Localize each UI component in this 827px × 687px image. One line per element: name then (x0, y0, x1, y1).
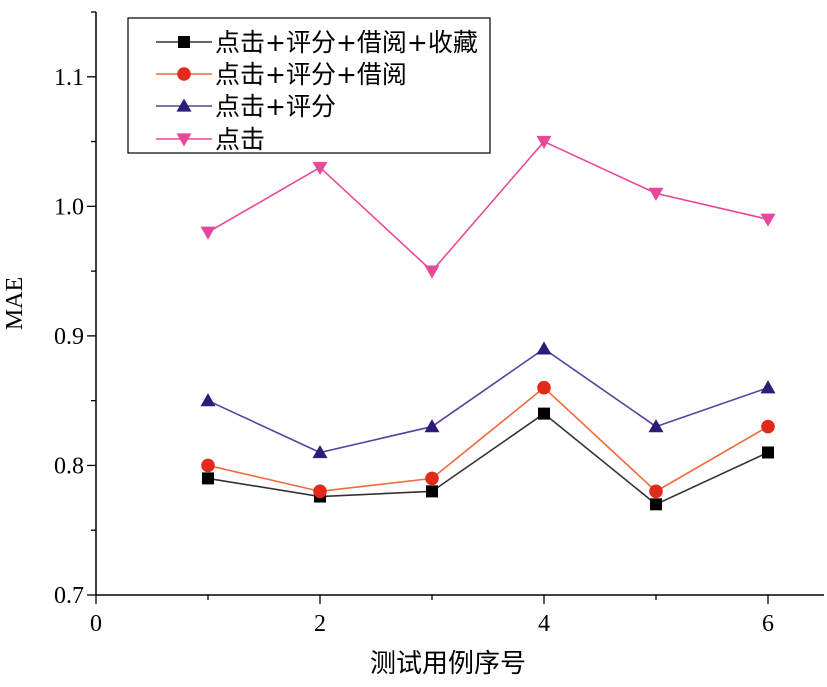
data-point (312, 161, 328, 175)
data-point (648, 419, 664, 433)
data-point (424, 419, 440, 433)
data-point (313, 484, 327, 499)
y-tick-label: 1.1 (54, 65, 84, 91)
data-point (761, 419, 775, 434)
data-point (648, 187, 664, 201)
legend-label: 点击 (215, 125, 265, 154)
series-0 (202, 407, 774, 511)
data-point (650, 498, 662, 511)
y-tick-label: 0.8 (54, 453, 84, 479)
y-tick-label: 0.9 (54, 324, 84, 350)
series-2 (200, 341, 776, 459)
data-point (425, 471, 439, 486)
y-axis-label: MAE (2, 277, 28, 330)
legend-label: 点击+评分+借阅 (215, 60, 407, 89)
data-point (201, 458, 215, 473)
x-tick-label: 0 (90, 611, 102, 637)
data-point (537, 380, 551, 395)
series-3 (200, 135, 776, 279)
series-line (207, 347, 769, 454)
data-point (426, 485, 438, 498)
data-point (312, 444, 328, 459)
x-tick-label: 6 (762, 611, 774, 637)
data-point (760, 213, 776, 227)
series-1 (201, 380, 775, 499)
data-point (202, 472, 214, 485)
x-axis-label: 测试用例序号 (370, 649, 526, 679)
series-line (207, 412, 769, 506)
x-ticks: 0 2 4 6 (90, 595, 774, 637)
legend-label: 点击+评分 (215, 92, 336, 121)
data-point (649, 484, 663, 499)
axes (95, 12, 824, 596)
data-point (536, 135, 552, 150)
y-ticks: 0.7 0.8 0.9 1.0 1.1 (54, 11, 96, 609)
series-line (207, 140, 769, 273)
x-tick-label: 2 (314, 611, 326, 637)
data-point (538, 407, 550, 420)
y-tick-label: 1.0 (54, 194, 84, 220)
legend-label: 点击+评分+借阅+收藏 (215, 28, 478, 57)
data-point (760, 380, 776, 394)
data-point (762, 446, 774, 459)
legend-marker (176, 98, 192, 112)
y-tick-label: 0.7 (54, 583, 84, 609)
legend-marker (177, 67, 191, 81)
series-line (207, 386, 769, 493)
x-tick-label: 4 (538, 611, 550, 637)
series-layer (200, 135, 776, 511)
legend-marker (178, 36, 190, 48)
legend-marker (176, 133, 192, 147)
data-point (536, 341, 552, 355)
data-point (200, 393, 216, 407)
data-point (424, 265, 440, 279)
data-point (200, 226, 216, 240)
